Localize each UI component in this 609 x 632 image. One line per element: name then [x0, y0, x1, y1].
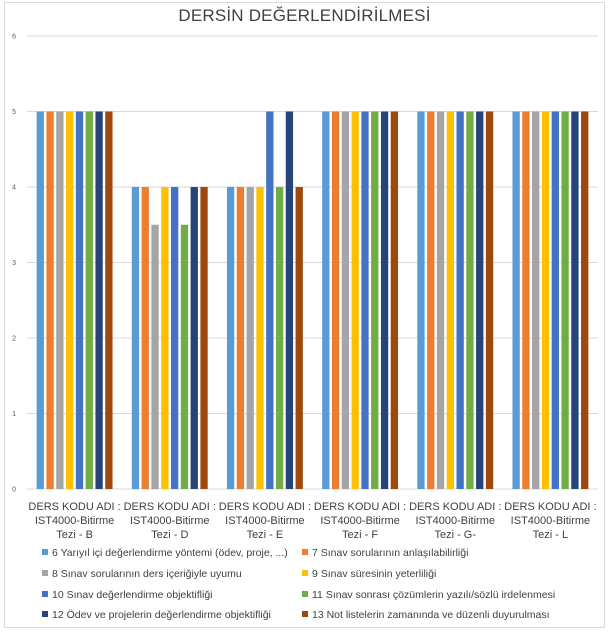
x-category-label: Tezi - F — [342, 529, 378, 541]
legend-label: 12 Ödev ve projelerin değerlendirme obje… — [52, 609, 271, 621]
y-tick-label: 1 — [12, 411, 16, 418]
bar — [105, 111, 113, 489]
legend-label: 13 Not listelerin zamanında ve düzenli d… — [312, 609, 550, 621]
bar — [256, 187, 264, 489]
bar — [141, 187, 149, 489]
bar — [522, 111, 530, 489]
bar — [427, 111, 435, 489]
x-category-label: Tezi - L — [533, 529, 568, 541]
legend-swatch — [302, 591, 308, 597]
bar — [541, 111, 550, 489]
bar — [66, 111, 74, 489]
bar — [466, 111, 474, 489]
x-category-label: IST4000-Bitirme — [225, 515, 304, 527]
y-axis-ticks: 0 1 2 3 4 5 6 — [12, 34, 16, 494]
x-category-label: Tezi - B — [56, 529, 93, 541]
bar — [351, 111, 359, 489]
bar — [551, 111, 559, 489]
x-category-label: IST4000-Bitirme — [511, 515, 590, 527]
bar — [436, 111, 445, 489]
legend-swatch — [302, 611, 308, 617]
bar — [417, 111, 425, 489]
bar — [571, 111, 579, 489]
legend-label: 9 Sınav süresinin yeterliliği — [312, 568, 436, 580]
legend-swatch — [42, 611, 48, 617]
legend-swatch — [42, 549, 48, 555]
x-category-label: Tezi - G- — [434, 529, 476, 541]
x-category-label: DERS KODU ADI : — [409, 501, 501, 513]
x-category-label: DERS KODU ADI : — [314, 501, 406, 513]
x-category-label: DERS KODU ADI : — [219, 501, 311, 513]
bar — [161, 187, 169, 489]
legend-label: 6 Yarıyıl içi değerlendirme yöntemi (öde… — [52, 547, 288, 559]
bar — [180, 224, 189, 489]
legend-swatch — [42, 591, 48, 597]
chart-title: DERSİN DEĞERLENDİRİLMESİ — [178, 6, 431, 25]
legend-swatch — [42, 570, 48, 576]
bar — [361, 111, 369, 489]
bar — [476, 111, 484, 489]
bar — [532, 111, 540, 489]
x-category-label: DERS KODU ADI : — [124, 501, 216, 513]
x-category-label: DERS KODU ADI : — [28, 501, 120, 513]
bar — [266, 111, 274, 489]
bar — [285, 111, 294, 489]
y-tick-label: 2 — [12, 336, 16, 343]
bar — [456, 111, 464, 489]
bar — [295, 187, 303, 489]
bar — [390, 111, 399, 489]
bar — [275, 187, 284, 489]
y-tick-label: 0 — [12, 487, 16, 494]
bar — [485, 111, 494, 489]
x-category-label: IST4000-Bitirme — [35, 515, 114, 527]
bar — [371, 111, 379, 489]
legend-swatch — [302, 549, 308, 555]
x-category-label: IST4000-Bitirme — [130, 515, 209, 527]
bar — [56, 111, 64, 489]
y-tick-label: 6 — [12, 34, 16, 41]
bar — [322, 111, 330, 489]
legend-swatch — [302, 570, 308, 576]
x-category-label: IST4000-Bitirme — [416, 515, 495, 527]
bar — [236, 187, 245, 489]
legend-label: 11 Sınav sonrası çözümlerin yazılı/sözlü… — [312, 589, 555, 601]
bar — [246, 187, 254, 489]
bar — [85, 111, 93, 489]
bar — [512, 111, 520, 489]
x-category-label: Tezi - E — [247, 529, 284, 541]
chart-frame — [4, 2, 605, 628]
x-category-label: DERS KODU ADI : — [504, 501, 596, 513]
bar — [171, 187, 179, 489]
legend-label: 8 Sınav sorularının ders içeriğiyle uyum… — [52, 568, 242, 580]
y-tick-label: 3 — [12, 260, 16, 267]
bar — [75, 111, 84, 489]
bars — [36, 111, 589, 489]
y-tick-label: 5 — [12, 109, 16, 116]
legend-label: 7 Sınav sorularının anlaşılabilirliği — [312, 547, 468, 559]
x-category-label: IST4000-Bitirme — [320, 515, 399, 527]
bar — [131, 187, 140, 489]
legend: 6 Yarıyıl içi değerlendirme yöntemi (öde… — [42, 547, 555, 621]
bar — [446, 111, 454, 489]
y-tick-label: 4 — [12, 185, 16, 192]
bar — [95, 111, 103, 489]
bar — [581, 111, 589, 489]
bar — [151, 224, 159, 489]
gridlines — [27, 35, 598, 490]
bar — [36, 111, 44, 489]
bar — [226, 187, 235, 489]
bar — [46, 111, 54, 489]
bar — [190, 187, 198, 489]
bar — [200, 187, 208, 489]
x-axis-categories: DERS KODU ADI : IST4000-Bitirme Tezi - B DE… — [28, 501, 596, 541]
bar — [380, 111, 389, 489]
bar — [341, 111, 350, 489]
legend-label: 10 Sınav değerlendirme objektifliği — [52, 589, 213, 601]
bar — [331, 111, 340, 489]
bar — [561, 111, 569, 489]
x-category-label: Tezi - D — [151, 529, 188, 541]
